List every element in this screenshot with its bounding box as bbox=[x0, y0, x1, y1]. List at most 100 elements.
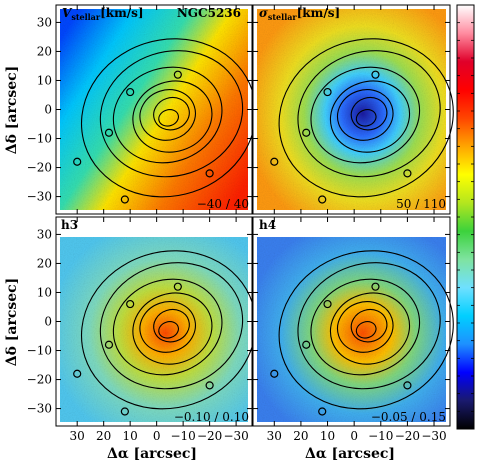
contour bbox=[73, 369, 82, 378]
contour bbox=[158, 109, 179, 127]
y-tick-label: −10 bbox=[27, 132, 52, 146]
contour bbox=[318, 407, 327, 416]
panel-maps bbox=[55, 4, 454, 427]
contour bbox=[297, 262, 441, 390]
x-tick-label: −30 bbox=[421, 429, 446, 443]
contour bbox=[132, 292, 213, 365]
contour bbox=[329, 80, 411, 153]
contour bbox=[104, 340, 114, 349]
contour bbox=[120, 407, 129, 416]
panel-v-object: NGC5236 bbox=[177, 6, 241, 20]
contour bbox=[336, 301, 394, 353]
contour bbox=[403, 169, 412, 178]
range-labels: −40 / 40 50 / 110 −0.10 / 0.10 −0.05 / 0… bbox=[174, 197, 446, 424]
panel-h3-range: −0.10 / 0.10 bbox=[174, 410, 249, 424]
contour bbox=[355, 109, 377, 127]
y-axis-label-bottom: Δδ [arcsec] bbox=[4, 278, 20, 367]
x-axis-label-right: Δα [arcsec] bbox=[305, 446, 395, 462]
contour bbox=[270, 369, 279, 378]
x-tick-label: −30 bbox=[223, 429, 248, 443]
x-tick-label: 10 bbox=[123, 429, 138, 443]
contour bbox=[112, 278, 223, 376]
x-tick-label: 30 bbox=[70, 429, 85, 443]
x-tick-label: −20 bbox=[395, 429, 420, 443]
contour bbox=[371, 70, 380, 79]
contour bbox=[205, 169, 214, 178]
x-tick-label: 0 bbox=[153, 429, 161, 443]
contour bbox=[173, 282, 182, 291]
contour bbox=[139, 89, 196, 141]
colorbar-ticks bbox=[457, 22, 474, 412]
colorbar bbox=[456, 4, 475, 430]
contour bbox=[126, 87, 135, 97]
contour bbox=[310, 278, 421, 376]
y-tick-label: −10 bbox=[27, 344, 52, 358]
contour bbox=[104, 128, 114, 137]
x-tick-label: 10 bbox=[320, 429, 335, 443]
contour bbox=[302, 128, 311, 137]
x-tick-label: 0 bbox=[350, 429, 358, 443]
panel-h4 bbox=[252, 216, 454, 427]
contour bbox=[350, 308, 388, 343]
y-tick-label: 0 bbox=[44, 315, 52, 329]
x-tick-label: 20 bbox=[293, 429, 308, 443]
panel-v-range: −40 / 40 bbox=[197, 197, 249, 211]
y-tick-label: 30 bbox=[37, 227, 52, 241]
contour bbox=[126, 299, 135, 309]
contour bbox=[336, 89, 394, 141]
contour bbox=[153, 96, 190, 131]
contour bbox=[329, 292, 411, 365]
contour bbox=[120, 195, 129, 204]
y-tick-label: −20 bbox=[27, 373, 52, 387]
panel-sigma-range: 50 / 110 bbox=[396, 197, 446, 211]
x-tick-label: 30 bbox=[267, 429, 282, 443]
panel-sigma-title: σstellar[km/s] bbox=[259, 6, 340, 22]
panel-titles: Vstellar[km/s] NGC5236 σstellar[km/s] h3… bbox=[61, 6, 340, 232]
y-tick-label: −30 bbox=[27, 190, 52, 204]
contour bbox=[270, 157, 279, 166]
contour bbox=[318, 195, 327, 204]
x-tick-label: −10 bbox=[170, 429, 195, 443]
contour bbox=[205, 381, 214, 390]
contour bbox=[323, 299, 332, 309]
x-tick-label: −10 bbox=[368, 429, 393, 443]
contour bbox=[132, 80, 213, 153]
panel-h3-title: h3 bbox=[61, 218, 78, 232]
contour bbox=[139, 301, 196, 353]
contour bbox=[403, 381, 412, 390]
x-axis-label-left: Δα [arcsec] bbox=[107, 446, 197, 462]
y-tick-label: 0 bbox=[44, 103, 52, 117]
contour bbox=[297, 50, 441, 178]
x-tick-label: 20 bbox=[96, 429, 111, 443]
contour bbox=[355, 321, 377, 339]
panel-sigma bbox=[252, 4, 454, 215]
contour bbox=[350, 96, 388, 131]
contour bbox=[112, 66, 223, 164]
contour bbox=[323, 87, 332, 97]
y-tick-label: 30 bbox=[37, 15, 52, 29]
x-tick-label: −20 bbox=[197, 429, 222, 443]
y-tick-label: 10 bbox=[37, 285, 52, 299]
contour bbox=[173, 70, 182, 79]
contour bbox=[158, 321, 179, 339]
contour bbox=[99, 262, 244, 390]
panel-v-title: Vstellar[km/s] bbox=[62, 6, 144, 22]
contour bbox=[99, 50, 244, 178]
contour bbox=[310, 66, 421, 164]
y-tick-label: −20 bbox=[27, 161, 52, 175]
y-tick-label: 20 bbox=[37, 256, 52, 270]
y-tick-label: −30 bbox=[27, 402, 52, 416]
contour bbox=[302, 340, 311, 349]
panel-v bbox=[55, 4, 257, 215]
y-tick-label: 10 bbox=[37, 73, 52, 87]
contour bbox=[73, 157, 82, 166]
panel-h3 bbox=[55, 216, 257, 427]
contour bbox=[371, 282, 380, 291]
contour bbox=[153, 308, 190, 343]
panel-h4-title: h4 bbox=[259, 218, 276, 232]
y-axis-label-top: Δδ [arcsec] bbox=[4, 66, 20, 155]
y-tick-label: 20 bbox=[37, 44, 52, 58]
panel-h4-range: −0.05 / 0.15 bbox=[371, 410, 446, 424]
